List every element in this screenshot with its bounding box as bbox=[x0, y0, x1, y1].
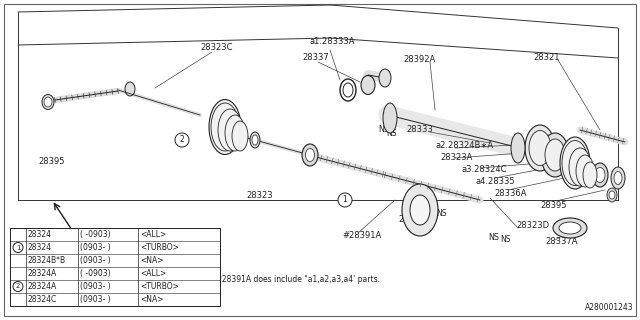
Text: a1.28333A: a1.28333A bbox=[310, 37, 355, 46]
Text: NS: NS bbox=[500, 236, 511, 244]
Text: a2.28324B∗A: a2.28324B∗A bbox=[435, 140, 493, 149]
Text: 28392A: 28392A bbox=[403, 55, 435, 65]
Ellipse shape bbox=[232, 121, 248, 151]
Text: 28324: 28324 bbox=[28, 243, 52, 252]
Ellipse shape bbox=[42, 94, 54, 109]
Ellipse shape bbox=[607, 188, 617, 202]
Circle shape bbox=[338, 193, 352, 207]
Bar bbox=[10, 228, 220, 306]
Ellipse shape bbox=[402, 184, 438, 236]
Ellipse shape bbox=[218, 109, 242, 151]
Text: 28324B*B: 28324B*B bbox=[28, 256, 66, 265]
Text: (0903- ): (0903- ) bbox=[80, 243, 111, 252]
Ellipse shape bbox=[541, 133, 569, 177]
Text: 28333: 28333 bbox=[406, 125, 433, 134]
Text: 28337: 28337 bbox=[302, 52, 329, 61]
Text: 28395: 28395 bbox=[540, 201, 566, 210]
Ellipse shape bbox=[379, 69, 391, 87]
Ellipse shape bbox=[511, 133, 525, 163]
Text: a3.28324C: a3.28324C bbox=[462, 165, 508, 174]
Ellipse shape bbox=[545, 139, 565, 171]
Text: (0903- ): (0903- ) bbox=[80, 256, 111, 265]
Text: 28323A: 28323A bbox=[440, 154, 472, 163]
Ellipse shape bbox=[595, 167, 605, 182]
Text: IN: IN bbox=[72, 230, 80, 239]
Text: a4.28335: a4.28335 bbox=[476, 178, 516, 187]
Ellipse shape bbox=[592, 163, 608, 187]
Ellipse shape bbox=[343, 83, 353, 97]
Ellipse shape bbox=[125, 82, 135, 96]
Ellipse shape bbox=[559, 222, 581, 234]
Ellipse shape bbox=[614, 172, 622, 185]
Text: <ALL>: <ALL> bbox=[140, 269, 166, 278]
Ellipse shape bbox=[529, 131, 551, 165]
Text: 28395: 28395 bbox=[38, 157, 65, 166]
Text: 28323D: 28323D bbox=[516, 220, 549, 229]
Text: 28324C: 28324C bbox=[28, 295, 57, 304]
Text: 28321: 28321 bbox=[533, 53, 559, 62]
Ellipse shape bbox=[250, 132, 260, 148]
Text: 28324A: 28324A bbox=[28, 282, 57, 291]
Text: 28433: 28433 bbox=[398, 215, 424, 225]
Ellipse shape bbox=[305, 148, 314, 162]
Text: NS: NS bbox=[378, 125, 389, 134]
Text: NS: NS bbox=[428, 205, 439, 214]
Text: (0903- ): (0903- ) bbox=[80, 282, 111, 291]
Ellipse shape bbox=[410, 195, 430, 225]
Circle shape bbox=[13, 282, 23, 292]
Text: 1: 1 bbox=[16, 244, 20, 251]
Ellipse shape bbox=[576, 155, 594, 187]
Text: 28336A: 28336A bbox=[494, 188, 527, 197]
Text: <NA>: <NA> bbox=[140, 256, 163, 265]
Text: <NA>: <NA> bbox=[140, 295, 163, 304]
Ellipse shape bbox=[583, 162, 597, 188]
Ellipse shape bbox=[562, 140, 588, 186]
Ellipse shape bbox=[44, 97, 52, 107]
Ellipse shape bbox=[302, 144, 318, 166]
Circle shape bbox=[13, 243, 23, 252]
Ellipse shape bbox=[560, 137, 590, 189]
Text: *28391A does include "a1,a2,a3,a4' parts.: *28391A does include "a1,a2,a3,a4' parts… bbox=[218, 276, 380, 284]
Text: NS: NS bbox=[488, 234, 499, 243]
Text: <TURBO>: <TURBO> bbox=[140, 243, 179, 252]
Text: NS: NS bbox=[386, 129, 397, 138]
Text: 28324: 28324 bbox=[28, 230, 52, 239]
Text: 28323C: 28323C bbox=[200, 44, 232, 52]
Ellipse shape bbox=[553, 218, 587, 238]
Text: ( -0903): ( -0903) bbox=[80, 269, 111, 278]
Ellipse shape bbox=[611, 167, 625, 189]
Ellipse shape bbox=[569, 148, 591, 186]
Text: 28324A: 28324A bbox=[28, 269, 57, 278]
Text: <ALL>: <ALL> bbox=[140, 230, 166, 239]
Text: 1: 1 bbox=[342, 196, 348, 204]
Ellipse shape bbox=[252, 135, 258, 145]
Ellipse shape bbox=[225, 115, 245, 151]
Text: 2: 2 bbox=[16, 284, 20, 290]
Ellipse shape bbox=[209, 100, 241, 155]
Ellipse shape bbox=[211, 103, 239, 151]
Text: 28323: 28323 bbox=[246, 190, 273, 199]
Text: NS: NS bbox=[436, 209, 447, 218]
Text: <TURBO>: <TURBO> bbox=[140, 282, 179, 291]
Ellipse shape bbox=[525, 125, 555, 171]
Ellipse shape bbox=[383, 103, 397, 133]
Text: #28391A: #28391A bbox=[342, 230, 381, 239]
Ellipse shape bbox=[609, 191, 615, 199]
Text: ( -0903): ( -0903) bbox=[80, 230, 111, 239]
Text: A280001243: A280001243 bbox=[586, 303, 634, 312]
Ellipse shape bbox=[361, 76, 375, 94]
Circle shape bbox=[175, 133, 189, 147]
Text: (0903- ): (0903- ) bbox=[80, 295, 111, 304]
Text: 28337A: 28337A bbox=[545, 237, 577, 246]
Text: 2: 2 bbox=[180, 135, 184, 145]
